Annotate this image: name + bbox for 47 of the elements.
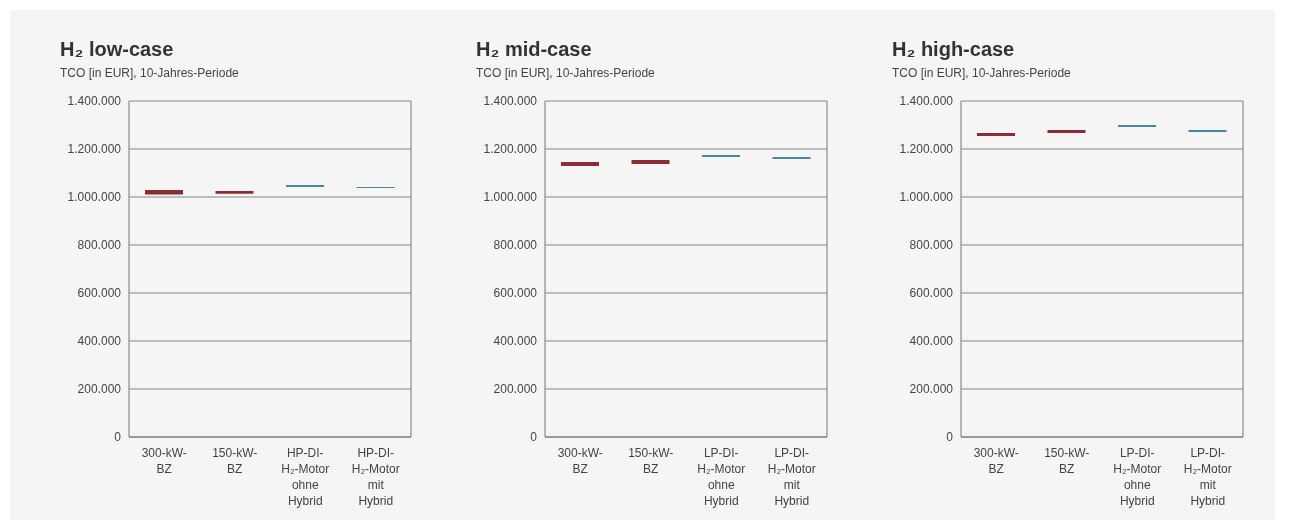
y-tick-label: 800.000 — [77, 238, 122, 253]
y-tick-label: 600.000 — [493, 286, 538, 301]
y-tick-label: 0 — [114, 430, 122, 445]
x-tick-label: 300-kW- BZ — [973, 446, 1019, 476]
y-tick-label: 1.000.000 — [67, 190, 122, 205]
y-tick-label: 1.400.000 — [899, 94, 954, 109]
y-tick-label: 1.200.000 — [899, 142, 954, 157]
x-tick-label: 150-kW- BZ — [628, 446, 674, 476]
chart-subtitle: TCO [in EUR], 10-Jahres-Periode — [476, 66, 656, 82]
chart-title: H₂ high-case — [892, 38, 1016, 62]
y-tick-label: 0 — [946, 430, 954, 445]
x-tick-label: 300-kW- BZ — [141, 446, 187, 476]
y-tick-label: 1.400.000 — [67, 94, 122, 109]
chart-title: H₂ mid-case — [476, 38, 593, 62]
y-tick-label: 400.000 — [909, 334, 954, 349]
y-tick-label: 1.000.000 — [899, 190, 954, 205]
bar — [977, 132, 1015, 137]
y-tick-label: 1.200.000 — [483, 142, 538, 157]
x-tick-label: LP-DI- H₂-Motor mit Hybrid — [767, 446, 816, 508]
y-tick-label: 200.000 — [493, 382, 538, 397]
x-tick-label: 300-kW- BZ — [557, 446, 603, 476]
bar — [561, 161, 599, 167]
y-tick-label: 1.200.000 — [67, 142, 122, 157]
chart-title: H₂ low-case — [60, 38, 175, 62]
y-tick-label: 600.000 — [77, 286, 122, 301]
y-tick-label: 600.000 — [909, 286, 954, 301]
x-tick-label: HP-DI- H₂-Motor mit Hybrid — [351, 446, 400, 508]
y-tick-label: 800.000 — [493, 238, 538, 253]
bar — [1047, 130, 1086, 133]
y-tick-label: 1.400.000 — [483, 94, 538, 109]
x-tick-label: 150-kW- BZ — [1044, 446, 1090, 476]
y-tick-label: 800.000 — [909, 238, 954, 253]
y-tick-label: 400.000 — [493, 334, 538, 349]
y-tick-label: 400.000 — [77, 334, 122, 349]
chart-subtitle: TCO [in EUR], 10-Jahres-Periode — [60, 66, 240, 82]
x-tick-label: HP-DI- H₂-Motor ohne Hybrid — [281, 446, 330, 508]
y-tick-label: 200.000 — [909, 382, 954, 397]
bar — [631, 160, 670, 164]
x-tick-label: 150-kW- BZ — [212, 446, 258, 476]
bar — [772, 156, 811, 160]
chart-subtitle: TCO [in EUR], 10-Jahres-Periode — [892, 66, 1072, 82]
y-tick-label: 200.000 — [77, 382, 122, 397]
y-tick-label: 1.000.000 — [483, 190, 538, 205]
x-tick-label: LP-DI- H₂-Motor ohne Hybrid — [697, 446, 746, 508]
y-tick-label: 0 — [530, 430, 538, 445]
x-tick-label: LP-DI- H₂-Motor mit Hybrid — [1183, 446, 1232, 508]
x-tick-label: LP-DI- H₂-Motor ohne Hybrid — [1113, 446, 1162, 508]
